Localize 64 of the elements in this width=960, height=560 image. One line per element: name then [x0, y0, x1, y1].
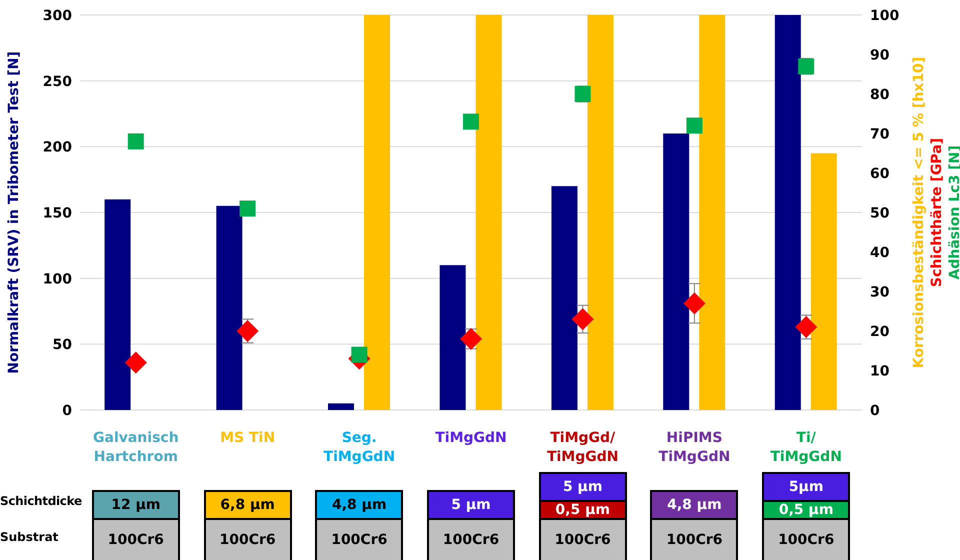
- x-tick-label: TiMgGd/ TiMgGdN: [546, 430, 618, 465]
- point: [460, 328, 482, 350]
- y2-tick-label: 80: [870, 86, 890, 103]
- point: [683, 292, 706, 314]
- y2-tick-label: 60: [870, 166, 890, 182]
- text: Korrosionsbeständigkeit <= 5 % [hx10]: [910, 56, 927, 368]
- text: 4,8 µm: [315, 490, 404, 518]
- text: 100Cr6: [315, 518, 404, 560]
- y-tick-label: 200: [42, 140, 72, 156]
- text: 100Cr6: [204, 518, 292, 560]
- text: 100Cr6: [427, 518, 515, 560]
- bar: [663, 134, 690, 410]
- text: Schichthärte [GPa]: [928, 138, 945, 288]
- bar: [104, 199, 131, 410]
- text: 5µm: [762, 472, 850, 500]
- y2-tick-label: 0: [870, 402, 880, 419]
- point: [686, 118, 702, 134]
- point: [463, 114, 479, 130]
- point: [572, 308, 594, 330]
- text: 5 µm: [538, 472, 627, 500]
- y2-tick-label: 20: [870, 324, 890, 340]
- point: [124, 352, 147, 374]
- bar: [440, 265, 466, 410]
- text: Schichtdicke: [0, 494, 82, 508]
- y-tick-label: 0: [62, 402, 72, 419]
- text: 0,5 µm: [538, 500, 627, 518]
- text: 100Cr6: [650, 518, 738, 560]
- x-tick-label: Ti/ TiMgGdN: [770, 430, 842, 465]
- text: 100Cr6: [92, 518, 180, 560]
- y-tick-label: 250: [42, 74, 72, 90]
- y2-tick-label: 100: [870, 8, 900, 24]
- y2-tick-label: 50: [870, 205, 890, 222]
- text: 100Cr6: [538, 518, 627, 560]
- x-tick-label: Galvanisch Hartchrom: [93, 430, 179, 465]
- point: [795, 316, 818, 338]
- text: 4,8 µm: [650, 490, 738, 518]
- text: 100Cr6: [762, 518, 850, 560]
- point: [128, 133, 144, 150]
- point: [236, 320, 259, 342]
- y-axis-title: Normalkraft (SRV) in Tribometer Test [N]: [6, 51, 22, 374]
- text: 12 µm: [92, 490, 180, 518]
- y-tick-label: 100: [42, 271, 72, 288]
- y-tick-label: 300: [42, 8, 72, 24]
- point: [240, 200, 256, 217]
- point: [351, 346, 368, 363]
- bar: [328, 403, 354, 410]
- y2-tick-label: 30: [870, 284, 890, 300]
- y-tick-label: 150: [42, 205, 72, 222]
- bar: [774, 15, 801, 410]
- bar: [551, 186, 578, 410]
- y2-tick-label: 90: [870, 47, 890, 64]
- x-tick-label: HiPIMS TiMgGdN: [658, 430, 730, 465]
- y2-tick-label: 10: [870, 363, 890, 380]
- x-tick-label: Seg. TiMgGdN: [324, 430, 396, 465]
- x-tick-label: MS TiN: [220, 430, 276, 446]
- text: 5 µm: [427, 490, 515, 518]
- text: 6,8 µm: [204, 490, 292, 518]
- text: Substrat: [0, 530, 58, 544]
- bar: [216, 206, 242, 410]
- y2-tick-label: 40: [870, 244, 890, 261]
- text: 0,5 µm: [762, 500, 850, 518]
- x-tick-label: TiMgGdN: [435, 430, 507, 446]
- y2-tick-label: 70: [870, 126, 890, 142]
- y-tick-label: 50: [52, 337, 72, 354]
